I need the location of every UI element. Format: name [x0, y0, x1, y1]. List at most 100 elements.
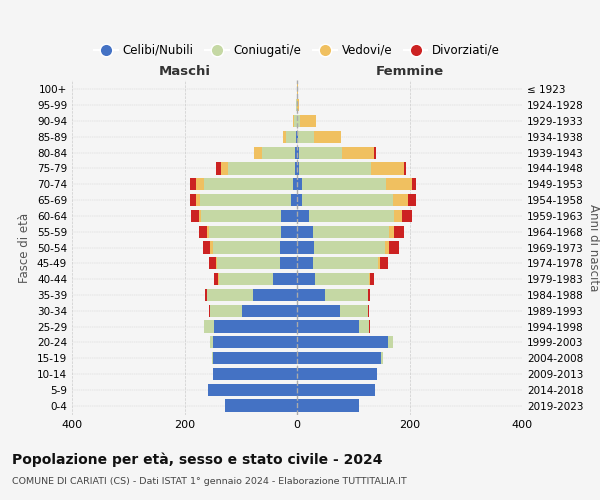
Bar: [388, 336, 392, 348]
Bar: [370, 273, 374, 285]
Bar: [207, 226, 209, 238]
Bar: [412, 178, 416, 190]
Bar: [297, 304, 340, 317]
Bar: [302, 194, 392, 206]
Bar: [203, 320, 214, 332]
Bar: [297, 226, 313, 238]
Bar: [368, 304, 369, 317]
Text: COMUNE DI CARIATI (CS) - Dati ISTAT 1° gennaio 2024 - Elaborazione TUTTITALIA.IT: COMUNE DI CARIATI (CS) - Dati ISTAT 1° g…: [12, 478, 407, 486]
Bar: [314, 130, 341, 143]
Bar: [298, 130, 314, 143]
Bar: [216, 257, 217, 270]
Y-axis label: Fasce di età: Fasce di età: [19, 212, 31, 282]
Bar: [202, 210, 281, 222]
Bar: [293, 115, 294, 127]
Bar: [253, 288, 297, 301]
Bar: [190, 194, 196, 206]
Bar: [300, 115, 316, 127]
Bar: [297, 320, 359, 332]
Bar: [371, 162, 404, 174]
Bar: [369, 273, 370, 285]
Bar: [409, 194, 416, 206]
Bar: [196, 194, 200, 206]
Bar: [297, 257, 313, 270]
Bar: [299, 146, 342, 159]
Bar: [297, 400, 359, 411]
Bar: [297, 352, 382, 364]
Bar: [212, 368, 297, 380]
Bar: [199, 210, 202, 222]
Bar: [302, 178, 386, 190]
Bar: [199, 226, 207, 238]
Bar: [401, 210, 412, 222]
Bar: [208, 384, 297, 396]
Bar: [297, 210, 310, 222]
Bar: [315, 273, 369, 285]
Bar: [262, 146, 295, 159]
Bar: [297, 194, 302, 206]
Bar: [221, 162, 229, 174]
Bar: [190, 178, 196, 190]
Bar: [394, 226, 404, 238]
Bar: [389, 242, 400, 254]
Bar: [295, 162, 297, 174]
Bar: [297, 273, 315, 285]
Bar: [205, 288, 207, 301]
Bar: [297, 130, 298, 143]
Bar: [225, 400, 297, 411]
Bar: [369, 320, 370, 332]
Bar: [299, 162, 371, 174]
Bar: [200, 194, 292, 206]
Bar: [297, 336, 388, 348]
Bar: [297, 242, 314, 254]
Bar: [209, 257, 216, 270]
Bar: [359, 320, 369, 332]
Bar: [313, 226, 389, 238]
Bar: [380, 257, 388, 270]
Bar: [297, 178, 302, 190]
Bar: [212, 242, 280, 254]
Bar: [342, 146, 373, 159]
Bar: [394, 210, 401, 222]
Bar: [404, 162, 406, 174]
Bar: [297, 288, 325, 301]
Bar: [280, 242, 297, 254]
Bar: [382, 352, 383, 364]
Bar: [212, 352, 297, 364]
Bar: [385, 242, 389, 254]
Bar: [373, 146, 376, 159]
Bar: [209, 226, 281, 238]
Bar: [216, 162, 221, 174]
Text: Maschi: Maschi: [158, 64, 211, 78]
Bar: [389, 226, 394, 238]
Bar: [378, 257, 380, 270]
Bar: [281, 210, 297, 222]
Bar: [297, 99, 299, 112]
Bar: [386, 178, 412, 190]
Bar: [254, 146, 262, 159]
Bar: [297, 115, 300, 127]
Bar: [297, 162, 299, 174]
Bar: [296, 130, 297, 143]
Bar: [292, 194, 297, 206]
Bar: [214, 320, 297, 332]
Bar: [294, 115, 297, 127]
Bar: [196, 178, 203, 190]
Bar: [229, 162, 295, 174]
Bar: [310, 210, 394, 222]
Bar: [214, 273, 218, 285]
Text: Popolazione per età, sesso e stato civile - 2024: Popolazione per età, sesso e stato civil…: [12, 452, 383, 467]
Bar: [297, 384, 374, 396]
Legend: Celibi/Nubili, Coniugati/e, Vedovi/e, Divorziati/e: Celibi/Nubili, Coniugati/e, Vedovi/e, Di…: [89, 39, 505, 62]
Bar: [211, 242, 212, 254]
Bar: [293, 178, 297, 190]
Bar: [313, 257, 378, 270]
Bar: [207, 288, 253, 301]
Bar: [392, 194, 409, 206]
Bar: [340, 304, 368, 317]
Bar: [242, 304, 297, 317]
Bar: [281, 226, 297, 238]
Y-axis label: Anni di nascita: Anni di nascita: [587, 204, 600, 291]
Bar: [212, 336, 297, 348]
Bar: [211, 336, 212, 348]
